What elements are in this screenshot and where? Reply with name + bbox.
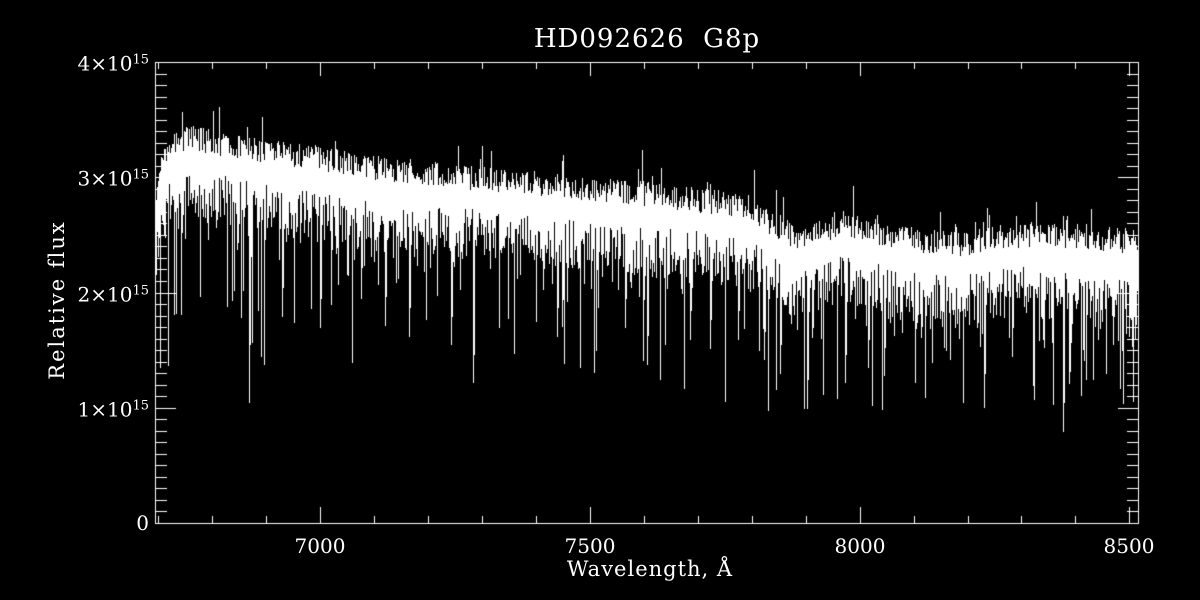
spectrum-plot-window: HD092626 G8p Wavelength, Å Relative flux… bbox=[0, 0, 1200, 600]
spectrum-canvas bbox=[0, 0, 1200, 600]
